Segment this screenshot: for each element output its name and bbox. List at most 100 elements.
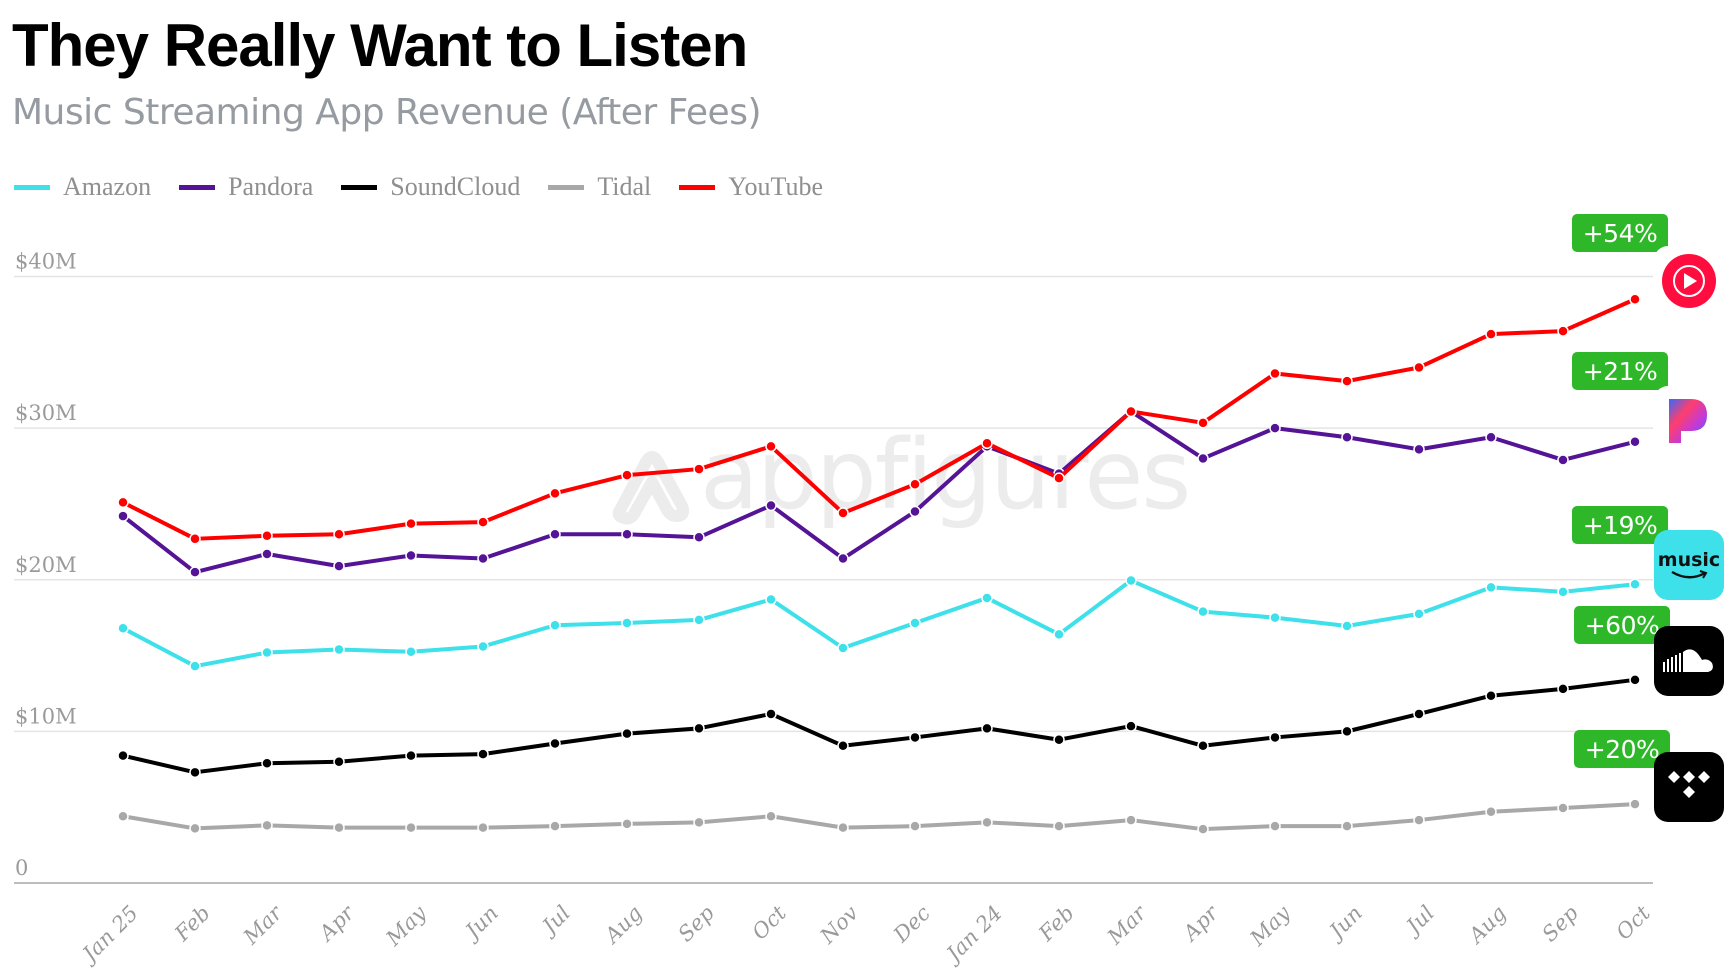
data-point-tidal[interactable] — [549, 820, 561, 832]
data-point-amazon[interactable] — [1197, 605, 1209, 618]
data-point-tidal[interactable] — [1629, 798, 1641, 810]
data-point-pandora[interactable] — [909, 505, 921, 518]
data-point-tidal[interactable] — [621, 818, 633, 830]
legend-item-pandora[interactable]: Pandora — [179, 172, 313, 202]
data-point-tidal[interactable] — [405, 821, 417, 834]
data-point-youtube[interactable] — [333, 528, 345, 541]
data-point-youtube[interactable] — [1413, 361, 1425, 374]
data-point-youtube[interactable] — [1197, 417, 1209, 429]
data-point-tidal[interactable] — [909, 820, 921, 832]
legend-item-soundcloud[interactable]: SoundCloud — [341, 172, 520, 202]
data-point-soundcloud[interactable] — [189, 766, 201, 779]
data-point-pandora[interactable] — [693, 531, 705, 544]
data-point-youtube[interactable] — [837, 507, 849, 519]
data-point-tidal[interactable] — [981, 816, 993, 829]
data-point-tidal[interactable] — [117, 810, 129, 823]
data-point-amazon[interactable] — [405, 646, 417, 658]
data-point-tidal[interactable] — [261, 819, 273, 832]
data-point-tidal[interactable] — [1485, 805, 1497, 818]
data-point-soundcloud[interactable] — [1269, 731, 1281, 744]
data-point-youtube[interactable] — [693, 463, 705, 475]
data-point-youtube[interactable] — [1269, 367, 1281, 380]
data-point-pandora[interactable] — [1197, 452, 1209, 465]
data-point-tidal[interactable] — [1341, 820, 1353, 832]
data-point-pandora[interactable] — [1341, 431, 1353, 443]
data-point-soundcloud[interactable] — [621, 727, 633, 740]
data-point-soundcloud[interactable] — [981, 722, 993, 735]
data-point-amazon[interactable] — [1557, 586, 1569, 598]
data-point-amazon[interactable] — [1053, 628, 1065, 641]
data-point-pandora[interactable] — [1485, 431, 1497, 443]
data-point-soundcloud[interactable] — [333, 755, 345, 768]
data-point-youtube[interactable] — [981, 437, 993, 450]
data-point-youtube[interactable] — [549, 487, 561, 500]
data-point-soundcloud[interactable] — [1053, 733, 1065, 746]
data-point-youtube[interactable] — [261, 530, 273, 542]
data-point-amazon[interactable] — [477, 640, 489, 653]
data-point-pandora[interactable] — [261, 548, 273, 560]
data-point-pandora[interactable] — [1413, 443, 1425, 456]
data-point-amazon[interactable] — [837, 642, 849, 654]
data-point-tidal[interactable] — [837, 821, 849, 834]
data-point-pandora[interactable] — [1557, 454, 1569, 466]
data-point-youtube[interactable] — [477, 516, 489, 528]
data-point-pandora[interactable] — [837, 552, 849, 565]
data-point-tidal[interactable] — [1557, 802, 1569, 814]
data-point-tidal[interactable] — [1413, 814, 1425, 826]
data-point-soundcloud[interactable] — [261, 757, 273, 769]
data-point-amazon[interactable] — [333, 643, 345, 656]
data-point-pandora[interactable] — [765, 499, 777, 512]
data-point-tidal[interactable] — [693, 816, 705, 829]
data-point-youtube[interactable] — [1053, 472, 1065, 484]
data-point-amazon[interactable] — [765, 593, 777, 606]
data-point-youtube[interactable] — [1125, 405, 1137, 418]
data-point-tidal[interactable] — [189, 822, 201, 835]
data-point-youtube[interactable] — [1629, 293, 1641, 305]
data-point-pandora[interactable] — [1629, 436, 1641, 448]
data-point-amazon[interactable] — [1341, 620, 1353, 632]
data-point-pandora[interactable] — [549, 528, 561, 541]
data-point-tidal[interactable] — [765, 810, 777, 823]
data-point-amazon[interactable] — [549, 619, 561, 631]
data-point-amazon[interactable] — [693, 614, 705, 626]
data-point-youtube[interactable] — [117, 496, 129, 509]
legend-item-youtube[interactable]: YouTube — [679, 172, 823, 202]
data-point-amazon[interactable] — [117, 622, 129, 635]
legend-item-amazon[interactable]: Amazon — [14, 172, 151, 202]
data-point-soundcloud[interactable] — [1485, 689, 1497, 702]
data-point-soundcloud[interactable] — [1557, 683, 1569, 695]
data-point-amazon[interactable] — [261, 646, 273, 659]
data-point-soundcloud[interactable] — [1413, 708, 1425, 720]
data-point-soundcloud[interactable] — [117, 749, 129, 762]
data-point-amazon[interactable] — [189, 660, 201, 672]
data-point-soundcloud[interactable] — [477, 748, 489, 760]
data-point-pandora[interactable] — [189, 566, 201, 578]
data-point-amazon[interactable] — [621, 617, 633, 629]
data-point-soundcloud[interactable] — [1197, 740, 1209, 752]
data-point-soundcloud[interactable] — [693, 722, 705, 735]
data-point-pandora[interactable] — [333, 560, 345, 572]
data-point-soundcloud[interactable] — [837, 740, 849, 752]
data-point-youtube[interactable] — [909, 478, 921, 490]
data-point-tidal[interactable] — [1125, 814, 1137, 826]
data-point-amazon[interactable] — [909, 617, 921, 629]
data-point-youtube[interactable] — [621, 469, 633, 481]
data-point-soundcloud[interactable] — [405, 749, 417, 762]
data-point-soundcloud[interactable] — [765, 708, 777, 720]
data-point-amazon[interactable] — [1269, 611, 1281, 624]
data-point-amazon[interactable] — [981, 592, 993, 604]
legend-item-tidal[interactable]: Tidal — [548, 172, 651, 202]
data-point-youtube[interactable] — [1341, 375, 1353, 387]
data-point-soundcloud[interactable] — [549, 737, 561, 750]
data-point-tidal[interactable] — [1053, 820, 1065, 832]
data-point-tidal[interactable] — [1269, 820, 1281, 832]
data-point-youtube[interactable] — [1485, 328, 1497, 340]
data-point-pandora[interactable] — [117, 510, 129, 522]
data-point-tidal[interactable] — [477, 821, 489, 834]
data-point-amazon[interactable] — [1125, 574, 1137, 587]
data-point-youtube[interactable] — [1557, 325, 1569, 337]
data-point-tidal[interactable] — [333, 821, 345, 834]
data-point-youtube[interactable] — [189, 533, 201, 545]
data-point-youtube[interactable] — [765, 440, 777, 453]
data-point-soundcloud[interactable] — [1125, 720, 1137, 732]
